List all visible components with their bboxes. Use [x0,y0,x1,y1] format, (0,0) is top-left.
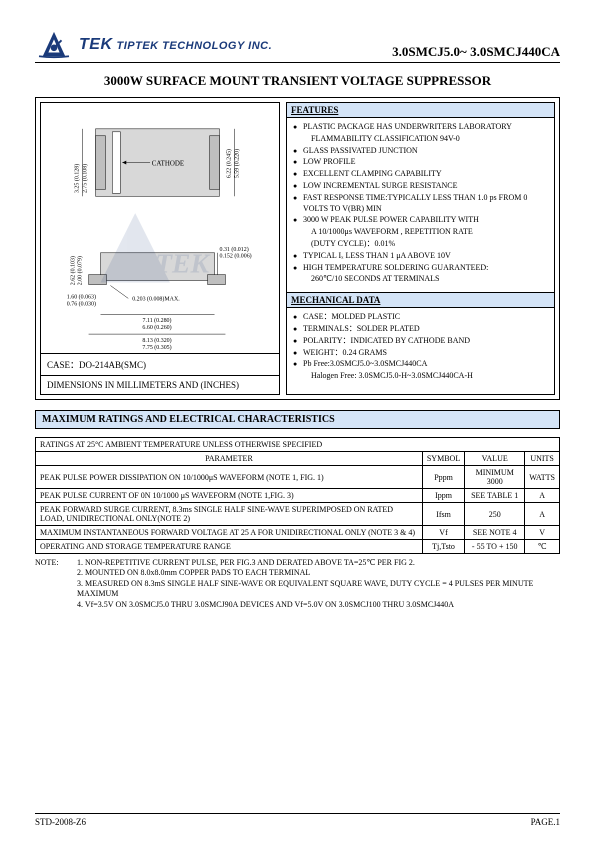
ratings-table: RATINGS AT 25°C AMBIENT TEMPERATURE UNLE… [35,437,560,554]
note-item: 1. NON-REPETITIVE CURRENT PULSE, PER FIG… [77,558,415,568]
features-box: FEATURES PLASTIC PACKAGE HAS UNDERWRITER… [286,102,555,395]
svg-text:2.62 (0.103): 2.62 (0.103) [70,256,77,285]
svg-text:0.152 (0.006): 0.152 (0.006) [219,253,251,260]
ratings-caption: RATINGS AT 25°C AMBIENT TEMPERATURE UNLE… [36,438,560,452]
logo-text: TEK TIPTEK TECHNOLOGY INC. [79,36,272,54]
feature-item: PLASTIC PACKAGE HAS UNDERWRITERS LABORAT… [293,122,548,133]
mechdata-list: CASE：MOLDED PLASTIC TERMINALS：SOLDER PLA… [287,308,554,389]
page-header: TEK TIPTEK TECHNOLOGY INC. 3.0SMCJ5.0~ 3… [35,30,560,63]
svg-text:0.76 (0.030): 0.76 (0.030) [67,300,96,307]
package-diagram-box: CATHODE 3.25 (0.128) 2.75 (0.108) 6.22 (… [40,102,280,395]
table-row: PEAK PULSE CURRENT OF 0N 10/1000 μS WAVE… [36,489,560,503]
table-row: OPERATING AND STORAGE TEMPERATURE RANGE … [36,540,560,554]
svg-text:0.31 (0.012): 0.31 (0.012) [219,246,248,253]
svg-text:7.75 (0.305): 7.75 (0.305) [142,344,171,351]
svg-text:6.22 (0.245): 6.22 (0.245) [225,149,232,178]
mechdata-item: Halogen Free: 3.0SMCJ5.0-H~3.0SMCJ440CA-… [293,371,548,382]
package-diagram: CATHODE 3.25 (0.128) 2.75 (0.108) 6.22 (… [41,103,279,353]
features-list: PLASTIC PACKAGE HAS UNDERWRITERS LABORAT… [287,118,554,292]
note-item: 3. MEASURED ON 8.3mS SINGLE HALF SINE-WA… [77,579,560,600]
mechdata-item: WEIGHT：0.24 GRAMS [293,348,548,359]
feature-item: 260℃/10 SECONDS AT TERMINALS [293,274,548,285]
svg-text:8.13 (0.320): 8.13 (0.320) [142,337,171,344]
svg-text:1.60 (0.063): 1.60 (0.063) [67,293,96,300]
logo-icon [35,30,73,60]
feature-item: LOW PROFILE [293,157,548,168]
max-ratings-heading: MAXIMUM RATINGS AND ELECTRICAL CHARACTER… [35,410,560,429]
svg-text:TEK: TEK [155,249,211,280]
note-item: 2. MOUNTED ON 8.0x8.0mm COPPER PADS TO E… [77,568,310,578]
feature-item: EXCELLENT CLAMPING CAPABILITY [293,169,548,180]
logo-tek: TEK [79,36,113,54]
notes: NOTE:1. NON-REPETITIVE CURRENT PULSE, PE… [35,558,560,610]
col-value: VALUE [465,452,525,466]
dimensions-note: DIMENSIONS IN MILLIMETERS AND (INCHES) [41,375,279,394]
svg-text:7.11 (0.280): 7.11 (0.280) [143,317,172,324]
top-section: CATHODE 3.25 (0.128) 2.75 (0.108) 6.22 (… [36,98,559,399]
logo-company: TIPTEK TECHNOLOGY INC. [117,40,273,52]
mechdata-item: CASE：MOLDED PLASTIC [293,312,548,323]
part-range: 3.0SMCJ5.0~ 3.0SMCJ440CA [392,44,560,60]
table-row: PEAK PULSE POWER DISSIPATION ON 10/1000μ… [36,466,560,489]
table-row: PEAK FORWARD SURGE CURRENT, 8.3ms SINGLE… [36,503,560,526]
case-label: CASE：DO-214AB(SMC) [41,353,279,375]
svg-text:2.00 (0.079): 2.00 (0.079) [77,256,84,285]
footer-right: PAGE.1 [531,817,560,827]
feature-item: GLASS PASSIVATED JUNCTION [293,146,548,157]
note-item: 4. Vf=3.5V ON 3.0SMCJ5.0 THRU 3.0SMCJ90A… [77,600,454,610]
feature-item: TYPICAL Iₓ LESS THAN 1 μA ABOVE 10V [293,251,548,262]
col-units: UNITS [525,452,560,466]
svg-text:2.75 (0.108): 2.75 (0.108) [82,164,89,193]
logo-area: TEK TIPTEK TECHNOLOGY INC. [35,30,272,60]
svg-text:0.203 (0.008)MAX.: 0.203 (0.008)MAX. [132,295,180,302]
top-section-outer: CATHODE 3.25 (0.128) 2.75 (0.108) 6.22 (… [35,97,560,400]
mechdata-heading: MECHANICAL DATA [287,292,554,308]
col-symbol: SYMBOL [422,452,464,466]
features-heading: FEATURES [287,103,554,118]
feature-item: 3000 W PEAK PULSE POWER CAPABILITY WITH [293,215,548,226]
feature-item: LOW INCREMENTAL SURGE RESISTANCE [293,181,548,192]
svg-text:5.59 (0.220): 5.59 (0.220) [233,149,240,178]
mechdata-item: POLARITY：INDICATED BY CATHODE BAND [293,336,548,347]
cathode-label: CATHODE [152,160,184,168]
svg-text:3.25 (0.128): 3.25 (0.128) [74,164,81,193]
feature-item: FLAMMABILITY CLASSIFICATION 94V-0 [293,134,548,145]
feature-item: A 10/1000μs WAVEFORM , REPETITION RATE [293,227,548,238]
mechdata-item: Pb Free:3.0SMCJ5.0~3.0SMCJ440CA [293,359,548,370]
table-row: MAXIMUM INSTANTANEOUS FORWARD VOLTAGE AT… [36,526,560,540]
page-footer: STD-2008-Z6 PAGE.1 [35,813,560,827]
footer-left: STD-2008-Z6 [35,817,86,827]
page-title: 3000W SURFACE MOUNT TRANSIENT VOLTAGE SU… [35,73,560,89]
feature-item: (DUTY CYCLE)：0.01% [293,239,548,250]
svg-text:6.60 (0.260): 6.60 (0.260) [142,324,171,331]
mechdata-item: TERMINALS：SOLDER PLATED [293,324,548,335]
notes-label: NOTE: [35,558,77,568]
feature-item: FAST RESPONSE TIME:TYPICALLY LESS THAN 1… [293,193,548,215]
feature-item: HIGH TEMPERATURE SOLDERING GUARANTEED: [293,263,548,274]
col-parameter: PARAMETER [36,452,423,466]
